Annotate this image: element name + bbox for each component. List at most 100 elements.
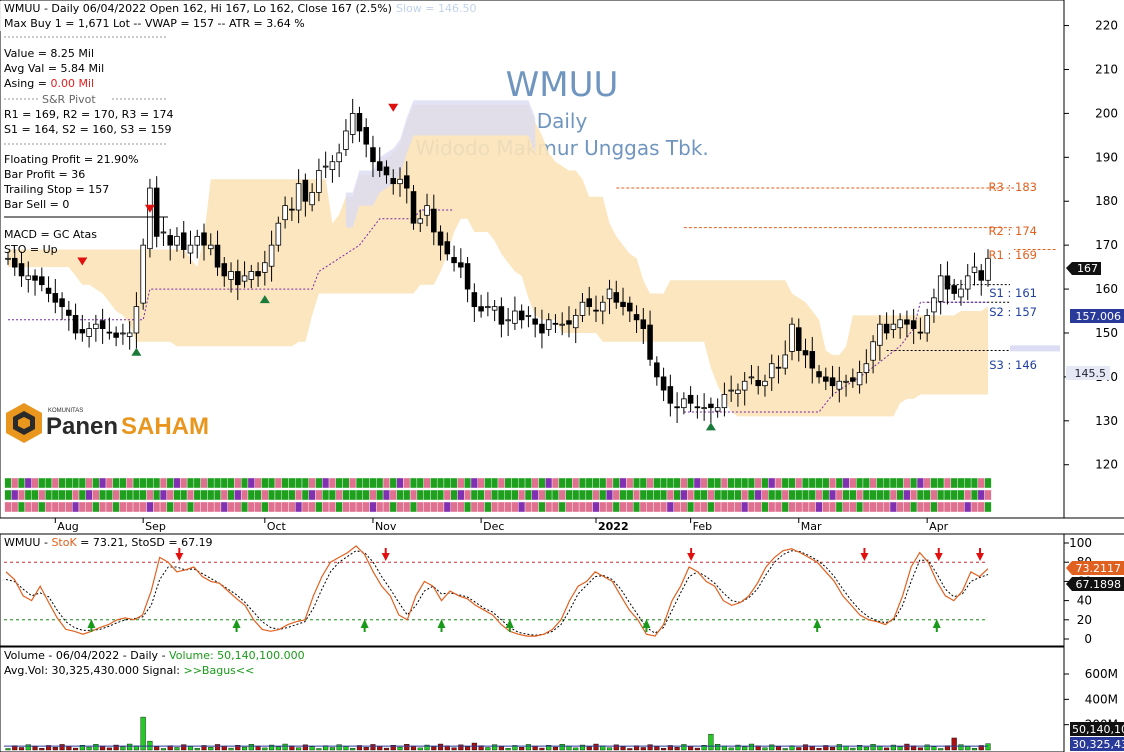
volume-bar (938, 748, 944, 751)
volume-bar (437, 743, 444, 751)
signal-cell (159, 489, 168, 501)
candle-up (93, 323, 99, 329)
stoch-badge-d: 67.1898 (1066, 577, 1124, 591)
price-tick-label: 180 (1095, 194, 1118, 208)
volume-bar (18, 747, 25, 751)
signal-cell (883, 477, 891, 489)
signal-cell (288, 501, 296, 513)
price-badge-current-text: 167 (1077, 262, 1098, 275)
candle-up (599, 301, 606, 312)
signal-cell (261, 477, 269, 489)
candle-down (654, 362, 660, 378)
volume-bar (181, 744, 187, 751)
signal-cell (301, 501, 309, 513)
signal-cell (768, 489, 776, 501)
candle-down (687, 394, 694, 404)
signal-cell (92, 489, 100, 501)
volume-panel[interactable] (0, 646, 1065, 752)
volume-bar (735, 744, 741, 751)
signal-cell (896, 489, 904, 501)
signal-cell (44, 477, 53, 489)
candle-up (174, 235, 180, 246)
signal-cell (200, 501, 208, 513)
volume-avg-text: Avg.Vol: 30,325,430.000 Signal: (4, 664, 184, 677)
signal-cell (409, 489, 418, 501)
signal-cell (849, 501, 857, 513)
signal-cell (328, 477, 336, 489)
volume-bar (857, 745, 863, 751)
volume-bar (850, 747, 856, 751)
info-resistance: R1 = 169, R2 = 170, R3 = 174 (4, 108, 174, 121)
signal-cell (464, 501, 472, 513)
signal-cell (592, 489, 600, 501)
signal-cell (592, 501, 600, 513)
signal-cell (247, 501, 255, 513)
signal-cell (727, 501, 735, 513)
month-label: Aug (57, 520, 78, 533)
volume-bar (309, 746, 315, 751)
signal-cell (85, 501, 93, 513)
signal-cell (315, 501, 323, 513)
volume-bar (965, 746, 971, 751)
signal-cell (639, 489, 647, 501)
stoch-sell-arrow-stem (384, 548, 387, 553)
signal-cell (464, 477, 472, 489)
stoch-sell-arrow-stem (979, 548, 982, 553)
volume-bar (140, 716, 146, 751)
stoch-k-line (5, 545, 989, 637)
signal-cell (632, 477, 641, 489)
volume-bars (4, 716, 991, 751)
signal-cell (707, 489, 715, 501)
candle-down (383, 166, 390, 176)
candle-down (390, 177, 397, 185)
volume-bar (25, 744, 31, 751)
signal-cell (342, 501, 350, 513)
signal-cell (207, 501, 215, 513)
signal-cell (58, 501, 66, 513)
signal-cell (714, 489, 722, 501)
signal-cell (599, 477, 607, 489)
volume-bar (431, 746, 437, 751)
volume-bar (674, 747, 680, 751)
signal-cell (930, 477, 938, 489)
volume-bar (397, 746, 403, 751)
signal-cell (524, 477, 532, 489)
volume-bar (120, 746, 126, 751)
candle-up (843, 380, 849, 383)
signal-strip (4, 477, 992, 513)
signal-cell (430, 501, 438, 513)
signal-cell (687, 501, 695, 513)
signal-cell (551, 477, 560, 489)
volume-bar (904, 743, 910, 751)
signal-cell (727, 477, 735, 489)
volume-bar (316, 748, 322, 751)
signal-cell (727, 489, 735, 501)
signal-cell (213, 477, 222, 489)
info-slow: Slow = 146.50 (396, 2, 476, 15)
volume-axis: 600M400M200M (1064, 667, 1118, 732)
signal-cell (274, 501, 282, 513)
signal-cell (896, 501, 904, 513)
signal-cell (72, 501, 80, 513)
signal-cell (470, 489, 478, 501)
signal-cell (747, 501, 756, 513)
signal-cell (436, 501, 445, 513)
signal-cell (518, 501, 526, 513)
candle-down (552, 322, 559, 325)
stochastic-panel[interactable] (0, 533, 1065, 647)
signal-cell (335, 477, 343, 489)
stoch-d-line (5, 550, 989, 636)
candle-down (795, 327, 802, 351)
signal-cell (180, 489, 188, 501)
signal-cell (937, 501, 945, 513)
stochastic-lines (4, 545, 989, 637)
signal-cell (153, 501, 161, 513)
signal-cell (58, 477, 66, 489)
volume-bar (667, 745, 673, 751)
candle-up (924, 315, 930, 334)
signal-cell (146, 501, 154, 513)
signal-cell (322, 489, 330, 501)
candle-up (863, 363, 870, 373)
candle-up (25, 275, 32, 280)
